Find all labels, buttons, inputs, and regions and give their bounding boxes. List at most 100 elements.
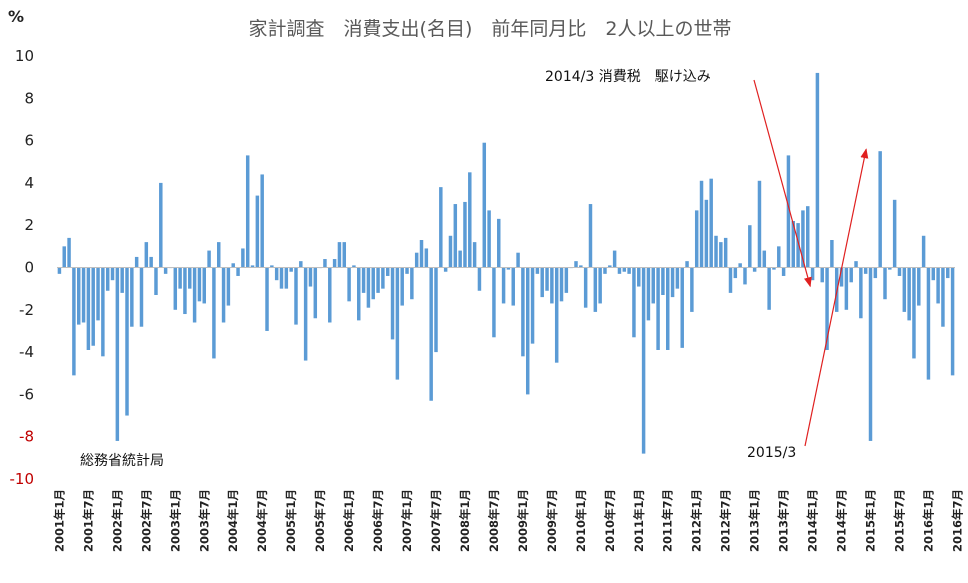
bar [250,265,255,268]
bar [308,267,313,287]
bar [777,246,781,268]
bar [748,225,752,268]
x-tick-label: 2004年7月 [255,489,269,552]
y-tick-label: 6 [24,132,34,150]
bar [525,267,530,395]
x-tick-label: 2009年7月 [545,489,559,552]
bar [912,267,916,359]
bar [733,267,738,279]
y-axis-ticks: 10 8 6 4 2 0 -2 -4 -6 -8 -10 [10,47,35,488]
x-tick-label: 2015年1月 [864,489,878,552]
bar [202,267,206,304]
bar [921,235,926,268]
bar [207,250,211,268]
y-tick-label: 2 [24,216,34,234]
y-tick-label: -2 [19,301,34,319]
bar [405,267,409,274]
bar [231,263,235,268]
x-tick-label: 2016年1月 [921,489,935,552]
bar [888,267,892,270]
bar [236,267,240,276]
bar [149,256,153,268]
bar [328,267,332,323]
bar [603,267,607,274]
bar [535,267,540,274]
bar [497,218,501,268]
bar [757,180,762,268]
bar [815,72,820,268]
bar [96,267,100,321]
bar [439,187,443,268]
bar [699,180,704,268]
x-tick-label: 2005年7月 [313,489,327,552]
x-tick-label: 2014年7月 [835,489,849,552]
bar [554,267,559,363]
bar [622,267,627,272]
x-tick-label: 2013年1月 [748,489,762,552]
bar [516,252,520,268]
bar [844,267,849,310]
bar [762,250,767,268]
bar [255,195,260,268]
bar [559,267,564,302]
bar [395,267,400,380]
bar [810,267,815,281]
bar [289,267,293,272]
y-tick-label: -4 [19,343,34,361]
bar [414,252,419,268]
bar [81,267,86,323]
bar [743,267,747,285]
bar [530,267,535,344]
annotation-2015-3: 2015/3 [747,445,796,461]
x-tick-label: 2005年1月 [284,489,298,552]
bar [709,178,713,268]
bar [849,267,853,283]
bar [806,206,810,268]
x-tick-label: 2013年7月 [777,489,791,552]
bar [738,263,742,268]
bar [579,265,583,268]
bar [91,267,95,346]
bar [704,199,709,268]
bar [221,267,226,323]
bar [583,267,588,308]
bar [690,267,694,312]
bar [791,220,796,268]
bar [178,267,182,289]
y-tick-label: 4 [24,174,34,192]
bar [57,267,62,274]
bar [685,261,689,268]
bar [656,267,660,350]
bar [767,267,771,310]
bar [115,267,120,441]
x-tick-label: 2014年1月 [806,489,820,552]
bar [105,267,110,291]
bar [723,237,728,268]
bar [352,265,356,268]
bar [226,267,231,306]
bar [468,172,472,268]
bar [801,210,805,268]
bar [332,259,337,268]
bar [670,267,675,298]
bar [617,267,622,274]
bar [400,267,404,306]
bar [458,250,462,268]
bar [443,267,448,272]
bar [926,267,931,380]
bar [830,240,834,268]
bar [902,267,907,312]
x-tick-label: 2010年1月 [574,489,588,552]
bar [868,267,873,441]
bar [666,267,670,350]
bar [781,267,786,276]
bar [946,267,950,279]
bar [593,267,598,312]
bar [675,267,680,289]
bar [294,267,298,325]
bar [342,242,347,268]
bar [159,182,163,268]
bar [574,261,578,268]
x-tick-label: 2012年7月 [719,489,733,552]
bar [863,267,868,274]
